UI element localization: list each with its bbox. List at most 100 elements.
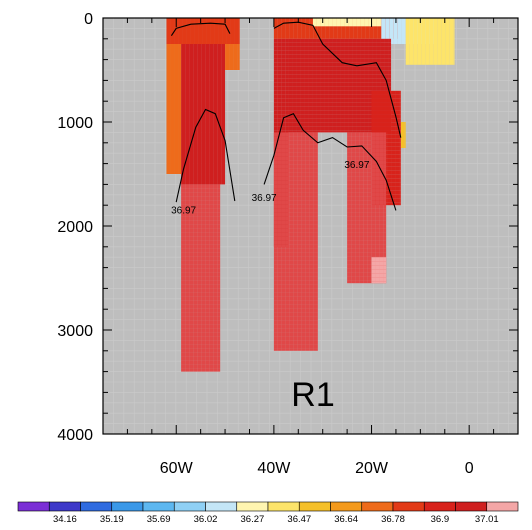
heat-cell (181, 348, 186, 353)
heat-cell (217, 260, 221, 265)
heat-cell (166, 108, 171, 112)
heat-cell (371, 244, 376, 249)
heat-cell (300, 74, 305, 79)
heat-cell (347, 252, 352, 257)
heat-cell (365, 38, 370, 39)
heat-cell (193, 272, 198, 277)
heat-cell (364, 22, 369, 26)
heat-cell (221, 112, 226, 116)
heat-cell (186, 34, 191, 38)
heat-cell (375, 106, 380, 111)
heat-cell (288, 114, 293, 119)
heat-cell (405, 30, 410, 34)
heat-cell (166, 30, 171, 34)
heat-cell (233, 60, 238, 64)
heat-cell (417, 50, 422, 54)
heat-cell (395, 166, 400, 171)
heat-cell (221, 160, 226, 164)
heat-cell (300, 114, 305, 119)
heat-cell (197, 88, 202, 92)
heat-cell (375, 220, 380, 225)
heat-cell (285, 236, 290, 241)
heat-cell (301, 324, 306, 329)
heat-cell (181, 232, 186, 237)
heat-cell (357, 38, 362, 39)
heat-cell (209, 56, 214, 60)
heat-cell (360, 86, 365, 91)
heat-cell (205, 72, 210, 76)
heat-cell (217, 156, 222, 160)
heat-cell (197, 164, 202, 168)
heat-cell (328, 50, 333, 55)
heat-cell (363, 196, 368, 201)
heat-cell (301, 188, 306, 193)
heat-cell (312, 86, 317, 91)
heat-cell (273, 156, 278, 161)
heat-cell (305, 184, 310, 189)
heat-cell (367, 280, 372, 284)
heat-cell (201, 240, 206, 245)
heat-cell (225, 56, 230, 60)
heat-cell (217, 208, 221, 213)
heat-cell (285, 252, 290, 257)
heat-cell (352, 122, 357, 127)
heat-cell (300, 102, 305, 107)
heat-cell (178, 120, 182, 124)
heat-cell (312, 54, 317, 59)
heat-cell (367, 172, 372, 177)
heat-cell (353, 34, 358, 38)
heat-cell (193, 236, 198, 241)
heat-cell (364, 94, 369, 99)
heat-cell (178, 104, 182, 108)
heat-cell (237, 60, 240, 64)
heat-cell (277, 344, 282, 349)
heat-cell (313, 172, 318, 177)
heat-cell (344, 94, 349, 99)
heat-cell (344, 82, 349, 87)
heat-cell (217, 256, 221, 261)
heat-cell (313, 236, 318, 241)
heat-cell (409, 54, 414, 58)
heat-cell (289, 22, 294, 26)
heat-cell (170, 30, 175, 34)
heat-cell (170, 68, 175, 72)
heat-cell (234, 26, 239, 30)
heat-cell (301, 132, 306, 137)
heat-cell (170, 92, 175, 96)
heat-cell (277, 164, 282, 169)
heat-cell (316, 82, 321, 87)
heat-cell (185, 240, 190, 245)
heat-cell (347, 204, 352, 209)
heat-cell (209, 316, 214, 321)
heat-cell (376, 66, 381, 71)
heat-cell (185, 68, 190, 72)
heat-cell (297, 156, 302, 161)
heat-cell (193, 292, 198, 297)
heat-cell (384, 50, 389, 55)
heat-cell (425, 58, 430, 62)
heat-cell (281, 164, 286, 169)
heat-cell (205, 156, 210, 160)
heat-cell (213, 244, 218, 249)
heat-cell (221, 48, 226, 52)
heat-cell (174, 104, 179, 108)
heat-cell (189, 108, 194, 112)
heat-cell (336, 118, 341, 123)
heat-cell (348, 38, 353, 43)
heat-cell (281, 82, 286, 87)
heat-cell (368, 22, 373, 26)
heat-cell (201, 232, 206, 237)
heat-cell (178, 128, 182, 132)
heat-cell (197, 116, 202, 120)
heat-cell (178, 68, 182, 72)
heat-cell (371, 236, 376, 241)
heat-cell (356, 78, 361, 83)
heat-cell (361, 30, 366, 34)
heat-cell (379, 184, 384, 189)
heat-cell (409, 26, 414, 30)
heat-cell (305, 256, 310, 261)
heat-cell (174, 168, 179, 172)
heat-cell (277, 98, 282, 103)
heat-cell (325, 26, 330, 30)
heat-cell (181, 356, 186, 361)
